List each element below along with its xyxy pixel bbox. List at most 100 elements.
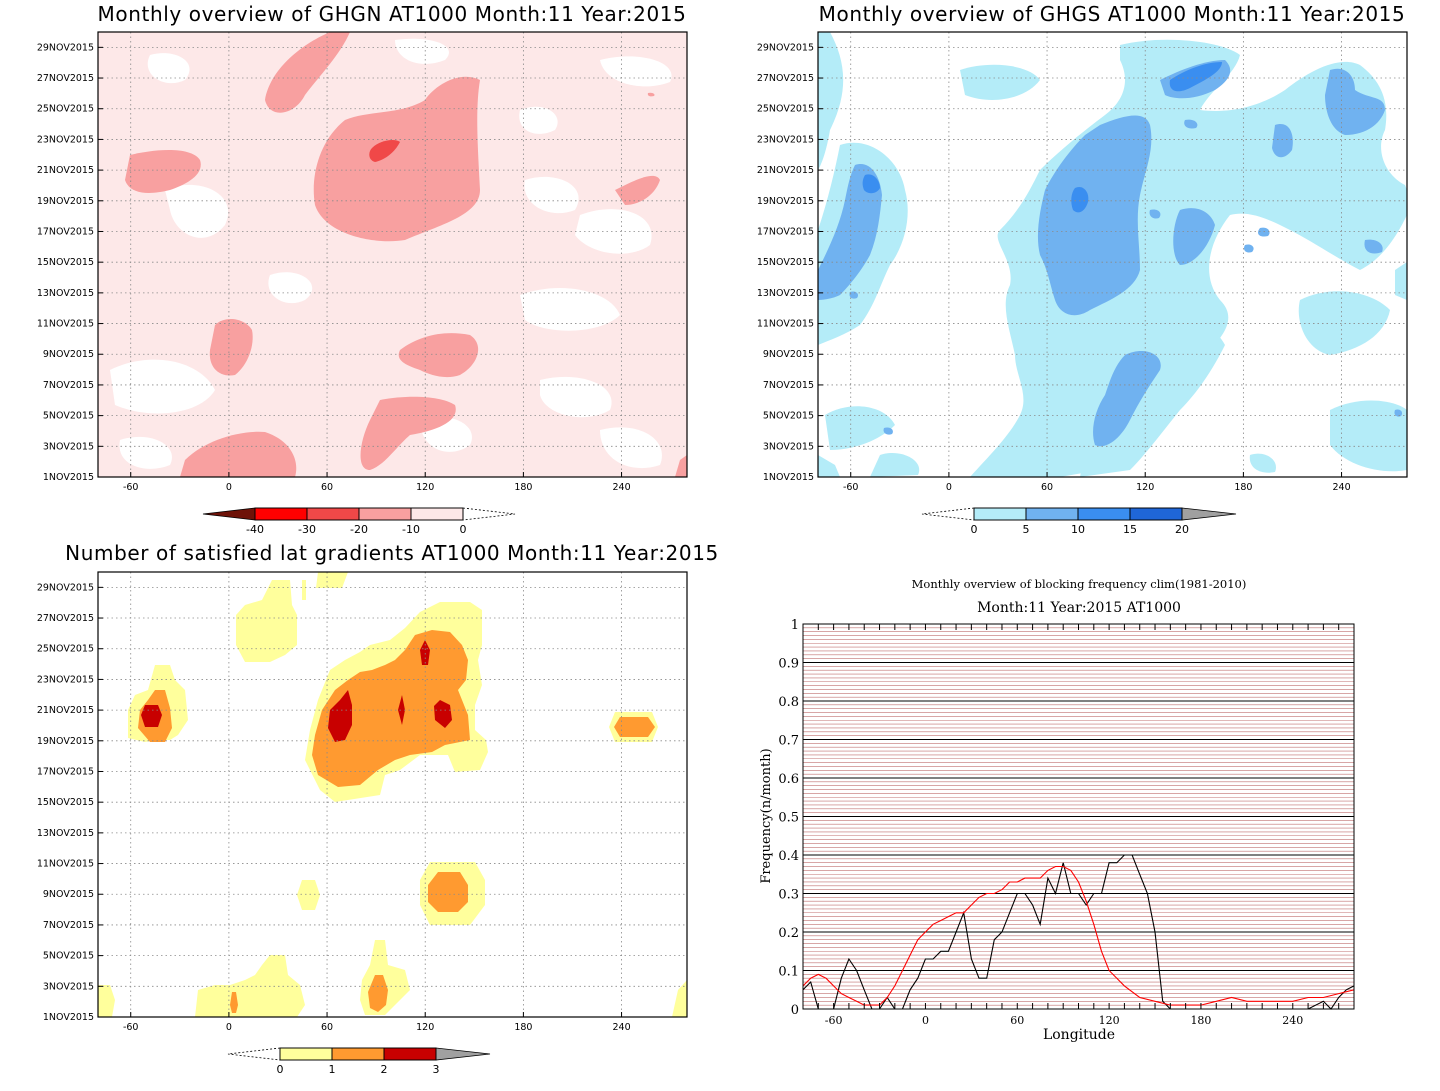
gradients-panel: Number of satisfied lat gradients AT1000… xyxy=(37,541,718,1076)
ghgs-y-tick-label: 15NOV2015 xyxy=(757,257,814,268)
blocking-y-tick-label: 0.8 xyxy=(778,695,799,710)
blocking-y-tick-label: 0.4 xyxy=(778,849,799,864)
blocking-hatch-lines xyxy=(803,627,1354,1006)
gradients-colorbar-box-1 xyxy=(279,1047,333,1061)
gradients-colorbar-label: 0 xyxy=(277,1063,284,1076)
gradients-x-tick-label: 0 xyxy=(226,1022,232,1033)
ghgs-colorbar-box-4 xyxy=(1129,507,1183,521)
ghgn-title: Monthly overview of GHGN AT1000 Month:11… xyxy=(98,2,687,26)
blocking-y-tick-label: 0.2 xyxy=(778,926,799,941)
ghgn-colorbar-label: -10 xyxy=(402,523,420,536)
gradients-y-tick-label: 7NOV2015 xyxy=(43,920,94,931)
ghgs-y-tick-label: 7NOV2015 xyxy=(763,380,814,391)
blocking-y-tick-label: 1 xyxy=(791,618,799,633)
blocking-y-tick-label: 0.3 xyxy=(778,888,799,903)
ghgs-y-tick-label: 3NOV2015 xyxy=(763,441,814,452)
ghgn-y-tick-label: 13NOV2015 xyxy=(37,288,94,299)
gradients-y-tick-label: 27NOV2015 xyxy=(37,613,94,624)
ghgs-colorbar: 0 5 10 15 20 xyxy=(921,507,1237,536)
blocking-y-tick-label: 0.5 xyxy=(778,811,799,826)
ghgn-y-tick-label: 15NOV2015 xyxy=(37,257,94,268)
gradients-y-tick-label: 19NOV2015 xyxy=(37,736,94,747)
gradients-y-tick-label: 17NOV2015 xyxy=(37,766,94,777)
ghgs-x-tick-label: 120 xyxy=(1136,482,1154,493)
ghgn-colorbar-label: -40 xyxy=(246,523,264,536)
ghgs-y-tick-label: 27NOV2015 xyxy=(757,73,814,84)
ghgn-y-tick-label: 1NOV2015 xyxy=(43,472,94,483)
ghgs-x-tick-label: 60 xyxy=(1041,482,1053,493)
gradients-y-tick-label: 3NOV2015 xyxy=(43,981,94,992)
ghgn-colorbar-label: 0 xyxy=(460,523,467,536)
ghgn-colorbar: -40 -30 -20 -10 0 xyxy=(202,507,516,536)
blocking-x-tick-label: 180 xyxy=(1190,1014,1211,1027)
ghgs-panel: Monthly overview of GHGS AT1000 Month:11… xyxy=(757,2,1408,536)
ghgs-x-tick-label: -60 xyxy=(843,482,859,493)
blocking-x-tick-label: 60 xyxy=(1010,1014,1024,1027)
gradients-x-tick-label: 120 xyxy=(416,1022,434,1033)
gradients-axes: -60 0 60 120 180 240 1NOV2015 3NOV2015 5NOV2015 7… xyxy=(37,582,631,1033)
blocking-xlabel: Longitude xyxy=(1043,1027,1115,1043)
ghgn-y-tick-label: 21NOV2015 xyxy=(37,165,94,176)
ghgs-y-tick-label: 19NOV2015 xyxy=(757,196,814,207)
ghgn-x-tick-label: 0 xyxy=(226,482,232,493)
ghgn-colorbar-box-3 xyxy=(358,507,412,521)
gradients-y-tick-label: 25NOV2015 xyxy=(37,644,94,655)
ghgs-colorbar-box-1 xyxy=(973,507,1027,521)
ghgs-y-tick-label: 23NOV2015 xyxy=(757,134,814,145)
ghgn-x-tick-label: 240 xyxy=(612,482,630,493)
ghgs-colorbar-label: 0 xyxy=(971,523,978,536)
ghgs-y-tick-label: 21NOV2015 xyxy=(757,165,814,176)
ghgs-colorbar-label: 5 xyxy=(1023,523,1030,536)
ghgn-x-tick-label: 120 xyxy=(416,482,434,493)
gradients-x-tick-label: -60 xyxy=(123,1022,139,1033)
ghgn-y-tick-label: 19NOV2015 xyxy=(37,196,94,207)
ghgs-colorbar-label: 20 xyxy=(1175,523,1189,536)
ghgn-colorbar-box-2 xyxy=(306,507,360,521)
gradients-grid xyxy=(98,572,687,1017)
gradients-y-tick-label: 15NOV2015 xyxy=(37,797,94,808)
ghgn-axes: -60 0 60 120 180 240 1NOV2015 3NOV2015 5NOV2015 7… xyxy=(37,42,631,493)
blocking-x-tick-label: -60 xyxy=(825,1014,843,1027)
blocking-y-tick-label: 0.1 xyxy=(778,965,799,980)
gradients-y-tick-label: 13NOV2015 xyxy=(37,828,94,839)
ghgs-colorbar-triangle-high xyxy=(1181,507,1237,521)
ghgs-y-tick-label: 5NOV2015 xyxy=(763,411,814,422)
ghgn-colorbar-label: -20 xyxy=(350,523,368,536)
gradients-x-tick-label: 180 xyxy=(514,1022,532,1033)
ghgs-y-tick-label: 25NOV2015 xyxy=(757,104,814,115)
blocking-subtitle: Month:11 Year:2015 AT1000 xyxy=(977,600,1181,616)
blocking-axes: 0 0.1 0.2 0.3 0.4 0.5 0.6 0.7 0.8 0.9 1 -60 0 60 120 18… xyxy=(778,618,1355,1027)
blocking-title: Monthly overview of blocking frequency c… xyxy=(912,577,1247,591)
gradients-colorbar-triangle-high xyxy=(435,1047,491,1061)
ghgs-colorbar-box-3 xyxy=(1077,507,1131,521)
gradients-y-tick-label: 9NOV2015 xyxy=(43,889,94,900)
gradients-colorbar-label: 2 xyxy=(381,1063,388,1076)
blocking-x-tick-label: 0 xyxy=(922,1014,929,1027)
gradients-y-tick-label: 23NOV2015 xyxy=(37,674,94,685)
blocking-x-tick-label: 240 xyxy=(1282,1014,1303,1027)
ghgs-x-tick-label: 0 xyxy=(946,482,952,493)
ghgs-title: Monthly overview of GHGS AT1000 Month:11… xyxy=(819,2,1406,26)
ghgs-colorbar-box-2 xyxy=(1025,507,1079,521)
ghgn-y-tick-label: 25NOV2015 xyxy=(37,104,94,115)
blocking-ylabel: Frequency(n/month) xyxy=(759,748,774,883)
blocking-y-tick-label: 0.6 xyxy=(778,772,799,787)
ghgn-x-tick-label: -60 xyxy=(123,482,139,493)
blocking-x-tick-label: 120 xyxy=(1099,1014,1120,1027)
ghgs-y-tick-label: 9NOV2015 xyxy=(763,349,814,360)
gradients-y-tick-label: 5NOV2015 xyxy=(43,951,94,962)
gradients-x-tick-label: 60 xyxy=(321,1022,333,1033)
blocking-y-tick-label: 0 xyxy=(791,1003,799,1018)
ghgn-y-tick-label: 17NOV2015 xyxy=(37,226,94,237)
gradients-colorbar-label: 3 xyxy=(433,1063,440,1076)
ghgn-colorbar-box-4 xyxy=(410,507,464,521)
blocking-y-tick-label: 0.9 xyxy=(778,657,799,672)
gradients-colorbar-label: 1 xyxy=(329,1063,336,1076)
gradients-colorbar-box-2 xyxy=(331,1047,385,1061)
ghgs-x-tick-label: 180 xyxy=(1234,482,1252,493)
ghgs-y-tick-label: 13NOV2015 xyxy=(757,288,814,299)
ghgn-y-tick-label: 29NOV2015 xyxy=(37,42,94,53)
gradients-colorbar-box-3 xyxy=(383,1047,437,1061)
gradients-field xyxy=(98,572,687,1017)
